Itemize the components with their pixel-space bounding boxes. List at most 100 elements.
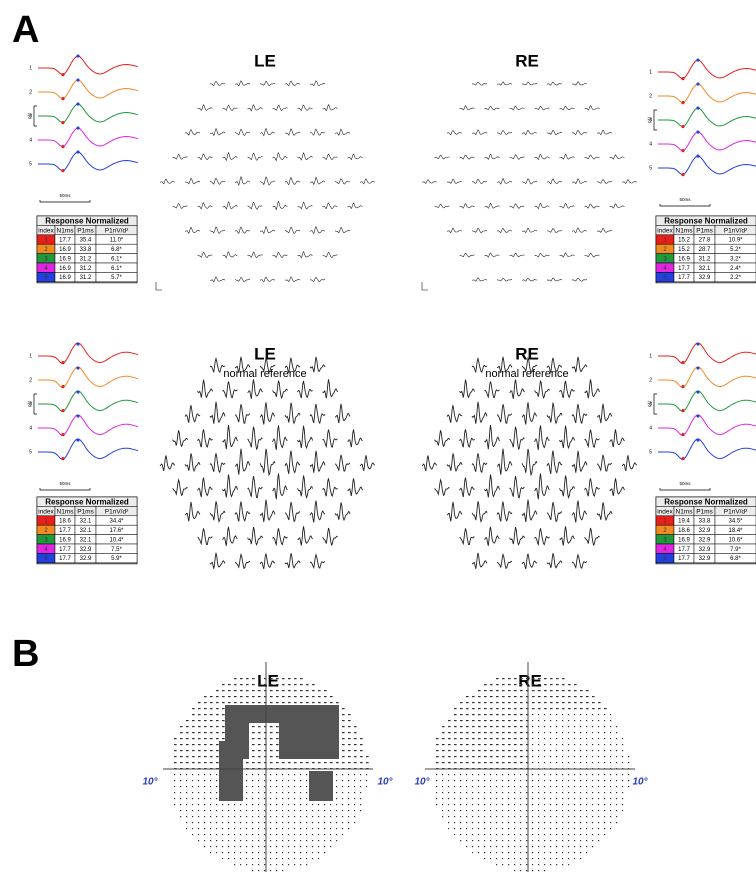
field-point: [526, 786, 527, 787]
field-point: [502, 792, 503, 793]
field-point: [472, 702, 475, 703]
field-defect: [237, 783, 243, 789]
field-point: [198, 720, 201, 721]
field-point: [294, 702, 297, 703]
local-trace: [497, 555, 512, 569]
field-defect: [285, 753, 291, 759]
field-point: [228, 846, 229, 847]
local-trace: [547, 403, 562, 424]
field-defect: [243, 729, 249, 735]
local-trace: [547, 278, 562, 281]
field-point: [544, 858, 545, 859]
field-point: [318, 816, 319, 817]
local-trace: [460, 253, 475, 257]
field-point: [216, 780, 217, 781]
field-point: [622, 804, 623, 805]
field-point: [550, 828, 551, 829]
field-defect: [219, 747, 225, 753]
local-trace: [348, 430, 363, 448]
field-point: [544, 780, 545, 781]
field-point: [598, 750, 599, 751]
field-point: [210, 846, 211, 847]
field-point: [598, 714, 599, 715]
field-point: [556, 684, 559, 685]
field-point: [538, 744, 539, 745]
local-trace: [435, 204, 450, 208]
field-point: [526, 810, 527, 811]
field-point: [472, 834, 473, 835]
field-point: [180, 786, 181, 787]
field-point: [460, 720, 463, 721]
field-point: [490, 792, 491, 793]
table-value: 6.1*: [111, 256, 122, 262]
field-point: [610, 756, 611, 757]
eye-title: LE: [254, 51, 276, 70]
field-point: [336, 780, 337, 781]
field-point: [568, 690, 571, 691]
field-point: [502, 840, 503, 841]
field-point: [222, 726, 225, 727]
field-point: [466, 708, 469, 709]
field-point: [342, 792, 343, 793]
n1-marker: [681, 457, 684, 460]
local-trace: [547, 82, 562, 85]
field-point: [198, 786, 199, 787]
field-point: [240, 852, 241, 853]
table-value: 10.4*: [109, 537, 124, 543]
p1-marker: [76, 390, 79, 393]
field-point: [526, 870, 527, 871]
field-defect: [237, 711, 243, 717]
local-trace: [472, 501, 487, 521]
field-point: [198, 732, 201, 733]
field-point: [580, 714, 581, 715]
field-point: [330, 822, 331, 823]
field-point: [270, 756, 273, 757]
field-point: [186, 786, 187, 787]
field-defect: [327, 777, 333, 783]
trace-label: 1: [649, 69, 652, 75]
field-point: [484, 846, 485, 847]
field-point: [282, 864, 283, 865]
field-point: [616, 810, 617, 811]
field-point: [276, 834, 277, 835]
field-point: [622, 780, 623, 781]
field-point: [520, 678, 523, 679]
field-point: [300, 678, 303, 679]
field-point: [478, 714, 481, 715]
field-point: [222, 738, 225, 739]
ring-trace: [38, 415, 138, 435]
local-trace: [235, 277, 250, 281]
field-point: [342, 750, 345, 751]
field-point: [466, 756, 469, 757]
field-point: [246, 846, 247, 847]
field-point: [276, 732, 279, 733]
table-value: 16.9: [59, 256, 71, 262]
local-trace: [323, 430, 338, 448]
field-defect: [291, 717, 297, 723]
table-value: 3.2*: [730, 256, 741, 262]
field-point: [306, 834, 307, 835]
field-point: [342, 810, 343, 811]
local-trace: [610, 204, 625, 208]
field-point: [294, 810, 295, 811]
field-point: [514, 702, 517, 703]
local-trace: [522, 500, 537, 522]
field-point: [234, 864, 235, 865]
field-point: [246, 702, 249, 703]
field-point: [294, 828, 295, 829]
field-point: [592, 846, 593, 847]
field-point: [264, 858, 265, 859]
field-defect: [297, 729, 303, 735]
field-defect: [321, 741, 327, 747]
field-point: [484, 708, 487, 709]
table-value: 16.9: [59, 275, 71, 281]
field-point: [538, 810, 539, 811]
field-point: [568, 702, 571, 703]
ring-trace: [658, 391, 756, 411]
field-point: [574, 690, 577, 691]
field-point: [478, 798, 479, 799]
field-point: [532, 852, 533, 853]
field-point: [294, 846, 295, 847]
field-point: [550, 822, 551, 823]
field-point: [192, 732, 195, 733]
